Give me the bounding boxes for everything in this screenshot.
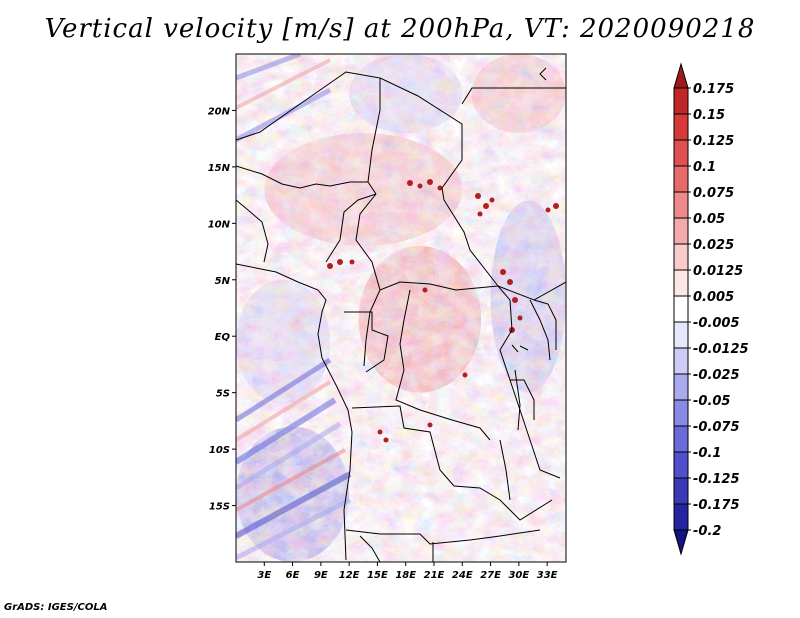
x-tick-label: 33E (537, 570, 558, 581)
y-tick-label: 15S (209, 502, 230, 513)
colorbar-label: 0.05 (693, 212, 725, 227)
boundaries (236, 67, 566, 562)
colorbar-swatch (673, 503, 689, 531)
velocity-field (236, 54, 566, 562)
colorbar-swatch (673, 269, 689, 297)
colorbar-label: -0.175 (693, 498, 740, 513)
x-tick-label: 12E (339, 570, 360, 581)
colorbar-swatch (673, 243, 689, 271)
colorbar-swatch (673, 113, 689, 141)
x-tick-label: 27E (480, 570, 501, 581)
y-tick-label: 10N (208, 219, 231, 230)
y-tick-label: EQ (215, 332, 231, 343)
colorbar-swatch (673, 165, 689, 193)
colorbar-swatch (673, 191, 689, 219)
colorbar-label: 0.175 (693, 82, 734, 97)
x-axis: 3E 6E 9E 12E 15E 18E 21E 24E 27E 30E 33E (257, 562, 558, 581)
colorbar-swatch (673, 477, 689, 505)
colorbar-swatch (673, 451, 689, 479)
colorbar-bottom-arrow (673, 529, 689, 556)
x-tick-label: 6E (286, 570, 300, 581)
y-tick-label: 5N (215, 276, 231, 287)
colorbar-swatch (673, 295, 689, 323)
colorbar-label: 0.075 (693, 186, 734, 201)
colorbar-label: -0.1 (693, 446, 721, 461)
colorbar-label: -0.075 (693, 420, 740, 435)
colorbar-swatch (673, 139, 689, 167)
colorbar-swatch (673, 425, 689, 453)
colorbar-label: 0.15 (693, 108, 725, 123)
x-tick-label: 30E (508, 570, 529, 581)
plot-frame (235, 53, 567, 563)
chart-title: Vertical velocity [m/s] at 200hPa, VT: 2… (44, 14, 756, 44)
colorbar-label: -0.025 (693, 368, 740, 383)
ocean-streaks (236, 54, 352, 561)
colorbar-swatch (673, 87, 689, 115)
x-tick-label: 21E (424, 570, 445, 581)
colorbar-label: 0.025 (693, 238, 734, 253)
x-tick-label: 18E (395, 570, 416, 581)
colorbar-swatch (673, 347, 689, 375)
colorbar: 0.175 0.15 0.125 0.1 0.075 0.05 0.025 0.0125 0.0… (673, 62, 749, 556)
colorbar-label: 0.005 (693, 290, 734, 305)
colorbar-swatch (673, 321, 689, 349)
x-tick-label: 15E (367, 570, 388, 581)
grads-credit: GrADS: IGES/COLA (4, 602, 108, 613)
colorbar-label: -0.125 (693, 472, 740, 487)
x-tick-label: 9E (314, 570, 328, 581)
y-axis: 20N 15N 10N 5N EQ 5S 10S 15S (208, 106, 236, 513)
colorbar-top-arrow (673, 62, 689, 89)
colorbar-label: -0.05 (693, 394, 730, 409)
colorbar-label: 0.125 (693, 134, 734, 149)
y-tick-label: 10S (209, 445, 230, 456)
y-tick-label: 15N (208, 163, 231, 174)
colorbar-swatch (673, 373, 689, 401)
colorbar-swatch (673, 399, 689, 427)
y-tick-label: 20N (208, 106, 231, 117)
colorbar-label: 0.1 (693, 160, 716, 175)
y-tick-label: 5S (216, 389, 230, 400)
colorbar-label: 0.0125 (693, 264, 743, 279)
colorbar-label: -0.0125 (693, 342, 749, 357)
convective-cells (327, 179, 559, 443)
x-tick-label: 24E (452, 570, 473, 581)
x-tick-label: 3E (257, 570, 271, 581)
colorbar-swatch (673, 217, 689, 245)
colorbar-label: -0.2 (693, 524, 721, 539)
colorbar-label: -0.005 (693, 316, 740, 331)
